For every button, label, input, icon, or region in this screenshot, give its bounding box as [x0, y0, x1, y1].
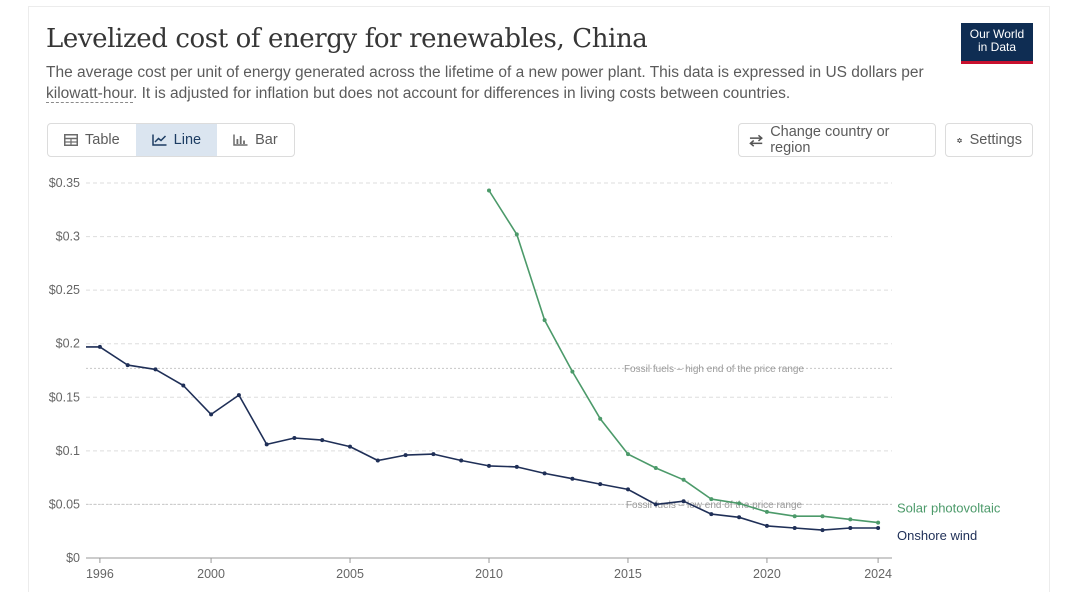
- data-point[interactable]: [792, 514, 797, 519]
- view-tabs: Table Line Bar: [47, 123, 295, 157]
- data-point[interactable]: [459, 458, 464, 463]
- data-point[interactable]: [403, 453, 408, 458]
- data-point[interactable]: [764, 509, 769, 514]
- data-point[interactable]: [153, 367, 158, 372]
- data-point[interactable]: [820, 514, 825, 519]
- data-point[interactable]: [320, 438, 325, 443]
- tab-bar-label: Bar: [255, 132, 278, 148]
- series-label-onshore-wind[interactable]: Onshore wind: [897, 528, 977, 543]
- tab-line[interactable]: Line: [135, 124, 218, 156]
- y-tick-label: $0.1: [56, 444, 80, 458]
- data-point[interactable]: [848, 517, 853, 522]
- data-point[interactable]: [570, 476, 575, 481]
- owid-logo[interactable]: Our World in Data: [961, 23, 1033, 64]
- data-point[interactable]: [737, 515, 742, 520]
- tab-table-label: Table: [85, 132, 120, 148]
- data-point[interactable]: [264, 442, 269, 447]
- data-point[interactable]: [876, 520, 881, 525]
- x-axis: 1996 2000 2005 2010 2015 2020 2024: [86, 557, 892, 581]
- y-tick-label: $0.35: [49, 176, 80, 190]
- data-point[interactable]: [598, 482, 603, 487]
- data-point[interactable]: [348, 444, 352, 449]
- x-tick-label: 2024: [864, 567, 892, 581]
- grid-lines: $0 $0.05 $0.1 $0.15 $0.2 $0.25 $0.3 $0.35: [49, 176, 892, 565]
- y-tick-label: $0.05: [49, 497, 80, 511]
- tab-table[interactable]: Table: [48, 124, 136, 156]
- series-label-solar-photovoltaic[interactable]: Solar photovoltaic: [897, 501, 1001, 516]
- data-point[interactable]: [681, 499, 686, 504]
- data-point[interactable]: [375, 458, 380, 463]
- y-tick-label: $0.2: [56, 337, 80, 351]
- bar-chart-icon: [233, 134, 248, 146]
- data-point[interactable]: [626, 452, 630, 457]
- kilowatt-hour-link[interactable]: kilowatt-hour: [46, 85, 134, 103]
- x-tick-label: 2020: [753, 567, 781, 581]
- x-tick-label: 2005: [336, 567, 364, 581]
- data-point[interactable]: [848, 526, 853, 530]
- gear-icon: [957, 137, 962, 143]
- data-point[interactable]: [542, 318, 547, 323]
- y-tick-label: $0.25: [49, 283, 80, 297]
- data-point[interactable]: [514, 464, 519, 469]
- data-point[interactable]: [570, 369, 575, 374]
- logo-line-2: in Data: [977, 40, 1017, 54]
- data-point[interactable]: [209, 412, 214, 417]
- data-point[interactable]: [431, 452, 436, 457]
- data-point[interactable]: [709, 512, 714, 517]
- line-chart-icon: [151, 134, 167, 146]
- data-point[interactable]: [653, 466, 658, 470]
- data-point[interactable]: [681, 477, 686, 482]
- data-point[interactable]: [542, 471, 547, 476]
- data-point[interactable]: [737, 501, 742, 506]
- data-point[interactable]: [764, 523, 769, 528]
- data-point[interactable]: [653, 502, 658, 507]
- reference-lines: Fossil fuels – high end of the price ran…: [86, 364, 892, 511]
- logo-line-1: Our World: [969, 27, 1025, 41]
- x-tick-label: 2000: [197, 567, 225, 581]
- chart-title: Levelized cost of energy for renewables,…: [46, 24, 648, 54]
- data-point[interactable]: [125, 363, 130, 368]
- series-line-solar-photovoltaic[interactable]: [488, 190, 879, 524]
- data-point[interactable]: [598, 416, 603, 421]
- data-point[interactable]: [514, 232, 519, 237]
- change-country-button[interactable]: Change country or region: [738, 123, 936, 157]
- chart-subtitle: The average cost per unit of energy gene…: [46, 62, 946, 104]
- reference-line-label: Fossil fuels – low end of the price rang…: [626, 500, 803, 511]
- tab-bar[interactable]: Bar: [217, 124, 294, 156]
- data-point[interactable]: [792, 526, 797, 530]
- data-point[interactable]: [709, 497, 714, 502]
- data-point[interactable]: [292, 436, 297, 440]
- chart-frame: [28, 6, 1050, 592]
- data-point[interactable]: [876, 526, 881, 530]
- reference-line-label: Fossil fuels – high end of the price ran…: [624, 364, 805, 375]
- data-point[interactable]: [487, 463, 491, 468]
- swap-arrows-icon: [749, 134, 763, 147]
- data-point[interactable]: [626, 487, 630, 492]
- series-labels: Solar photovoltaic Onshore wind: [897, 501, 1001, 543]
- subtitle-text: The average cost per unit of energy gene…: [46, 64, 924, 81]
- series-line-onshore-wind[interactable]: [86, 346, 879, 531]
- y-tick-label: $0: [66, 551, 80, 565]
- series-lines: [86, 188, 881, 533]
- x-tick-label: 2015: [614, 567, 642, 581]
- data-point[interactable]: [97, 344, 102, 349]
- data-point[interactable]: [181, 383, 186, 388]
- settings-label: Settings: [969, 132, 1022, 148]
- subtitle-text-end: . It is adjusted for inflation but does …: [133, 85, 791, 102]
- y-tick-label: $0.3: [56, 230, 80, 244]
- x-tick-label: 2010: [475, 567, 503, 581]
- x-tick-label: 1996: [86, 567, 114, 581]
- tab-line-label: Line: [173, 132, 202, 148]
- data-point[interactable]: [820, 528, 825, 533]
- data-point[interactable]: [236, 393, 241, 398]
- data-point[interactable]: [487, 188, 491, 193]
- table-icon: [64, 134, 78, 146]
- y-tick-label: $0.15: [49, 390, 80, 404]
- change-country-label: Change country or region: [770, 124, 890, 156]
- settings-button[interactable]: Settings: [945, 123, 1033, 157]
